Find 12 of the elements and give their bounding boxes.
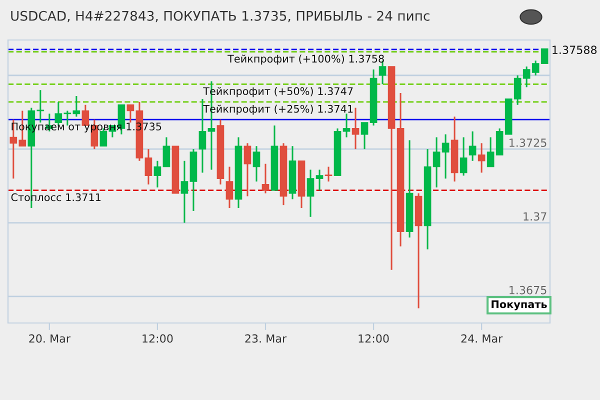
ref-line-label: 1.37588 (552, 46, 597, 54)
x-tick-label: 24. Mar (461, 334, 503, 343)
y-tick-label: 1.3725 (510, 138, 546, 147)
x-tick-label: 12:00 (142, 334, 173, 343)
y-tick-label: 1.3675 (510, 286, 546, 294)
annotation: Покупать (492, 300, 547, 310)
x-tick-label: 20. Mar (29, 334, 70, 343)
x-tick-label: 23. Mar (245, 334, 287, 343)
x-tick-label: 12:00 (358, 334, 389, 343)
ref-line-label: Тейкпрофит (+100%) 1.3758 (228, 54, 384, 65)
y-tick-label: 1.37 (524, 212, 546, 221)
chart-title: USDCAD, H4#227843, ПОКУПАТЬ 1.3735, ПРИБЫЛЬ - 24 пипс (11, 10, 430, 22)
